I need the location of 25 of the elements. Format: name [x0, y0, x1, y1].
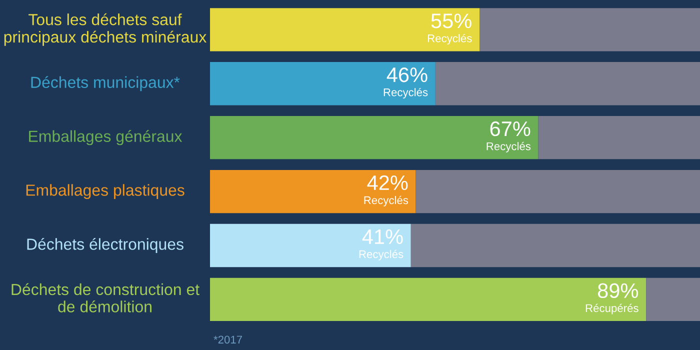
annotation: *2017 — [214, 336, 242, 344]
data-label: 42% Recyclés — [364, 175, 408, 206]
bar — [210, 224, 411, 268]
data-label: 67% Recyclés — [486, 121, 531, 152]
y-tick-label: Déchets municipaux* — [31, 76, 180, 92]
y-tick-label: Tous les déchets sauf principaux déchets minéraux — [4, 13, 206, 46]
data-label: 89% Récupérés — [586, 283, 638, 314]
bar — [416, 170, 700, 214]
bar — [538, 116, 700, 160]
data-label: 41% Recyclés — [359, 229, 404, 260]
bar — [410, 224, 700, 268]
y-tick-label: Emballages généraux — [29, 130, 182, 146]
bar — [210, 170, 416, 214]
bar — [210, 278, 646, 322]
data-label: 55% Recyclés — [428, 14, 472, 44]
bar — [646, 278, 700, 322]
y-tick-label: Déchets électroniques — [27, 238, 184, 254]
bar — [210, 62, 436, 106]
y-tick-label: Déchets de construction et de démolition — [12, 283, 200, 312]
bar — [210, 8, 480, 52]
bar — [435, 62, 700, 106]
bar — [480, 8, 700, 52]
bar — [210, 116, 538, 160]
data-label: 46% Recyclés — [384, 67, 428, 98]
y-tick-label: Emballages plastiques — [26, 184, 184, 199]
